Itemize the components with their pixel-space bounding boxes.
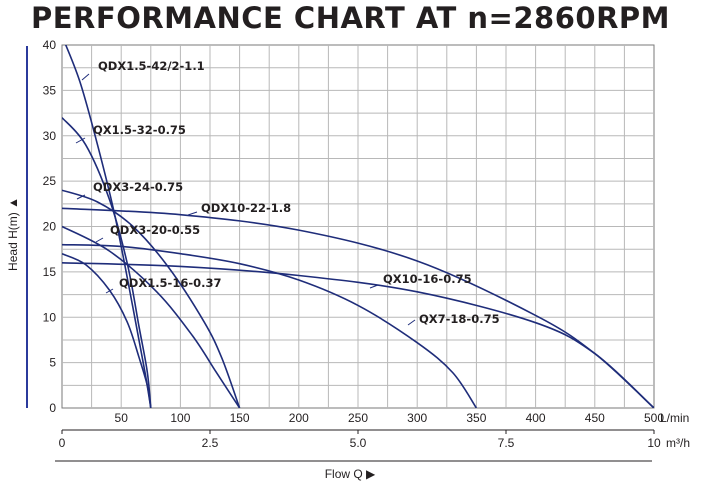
y-axis-label: Head H(m) ▲: [6, 197, 20, 271]
series-label: QDX1.5-16-0.37: [119, 276, 221, 290]
label-leader: [75, 137, 86, 144]
x-tick-label: 250: [348, 411, 368, 425]
y-tick-label: 10: [43, 310, 57, 324]
label-leader: [369, 284, 379, 289]
series-label: QX1.5-32-0.75: [93, 123, 186, 137]
series-line: [62, 243, 478, 408]
y-tick-label: 15: [43, 265, 57, 279]
x-tick-label: 450: [585, 411, 605, 425]
y-tick-label: 40: [43, 38, 57, 52]
curves: [62, 45, 654, 408]
x-secondary-tick-label: 10: [647, 436, 661, 450]
x-secondary-tick-label: 7.5: [498, 436, 515, 450]
series-label: QDX10-22-1.8: [201, 201, 291, 215]
x-tick-label: 100: [170, 411, 190, 425]
label-leader: [187, 211, 198, 216]
x-secondary-tick-label: 5.0: [350, 436, 367, 450]
series-line: [62, 225, 241, 408]
grid: [61, 44, 655, 409]
y-tick-label: 30: [43, 129, 57, 143]
series-label: QX7-18-0.75: [419, 312, 500, 326]
series-line: [62, 262, 654, 408]
label-leader: [81, 73, 90, 81]
series-line: [62, 189, 241, 408]
x-tick-label: 150: [230, 411, 250, 425]
label-leader: [105, 288, 114, 294]
series-label: QDX3-20-0.55: [110, 223, 200, 237]
label-leader: [76, 194, 86, 200]
series-line: [62, 252, 152, 408]
series-line: [62, 117, 152, 408]
y-tick-label: 25: [43, 174, 57, 188]
series-label: QDX3-24-0.75: [93, 180, 183, 194]
label-leader: [95, 237, 104, 243]
x-tick-label: 350: [466, 411, 486, 425]
x-tick-label: 400: [526, 411, 546, 425]
axes: Head H(m) ▲ Flow Q ▶: [6, 46, 655, 481]
x-unit-primary: L/min: [660, 411, 689, 425]
label-leader: [407, 319, 416, 326]
chart-title: PERFORMANCE CHART AT n=2860RPM: [30, 1, 671, 35]
x-tick-label: 300: [407, 411, 427, 425]
curve-labels: QDX1.5-42/2-1.1 QX1.5-32-0.75 QDX3-24-0.75…: [75, 59, 500, 326]
series-label: QDX1.5-42/2-1.1: [98, 59, 205, 73]
x-tick-label: 200: [289, 411, 309, 425]
y-tick-label: 0: [49, 401, 56, 415]
x-tick-label: 50: [115, 411, 129, 425]
x-axis-label: Flow Q ▶: [325, 467, 376, 481]
x-secondary-tick-label: 2.5: [202, 436, 219, 450]
y-tick-label: 35: [43, 83, 57, 97]
y-tick-label: 5: [49, 356, 56, 370]
series-label: QX10-16-0.75: [383, 272, 472, 286]
x-unit-secondary: m³/h: [666, 436, 690, 450]
x-tick-label: 500: [644, 411, 664, 425]
y-tick-label: 20: [43, 220, 57, 234]
x-secondary-tick-label: 0: [59, 436, 66, 450]
